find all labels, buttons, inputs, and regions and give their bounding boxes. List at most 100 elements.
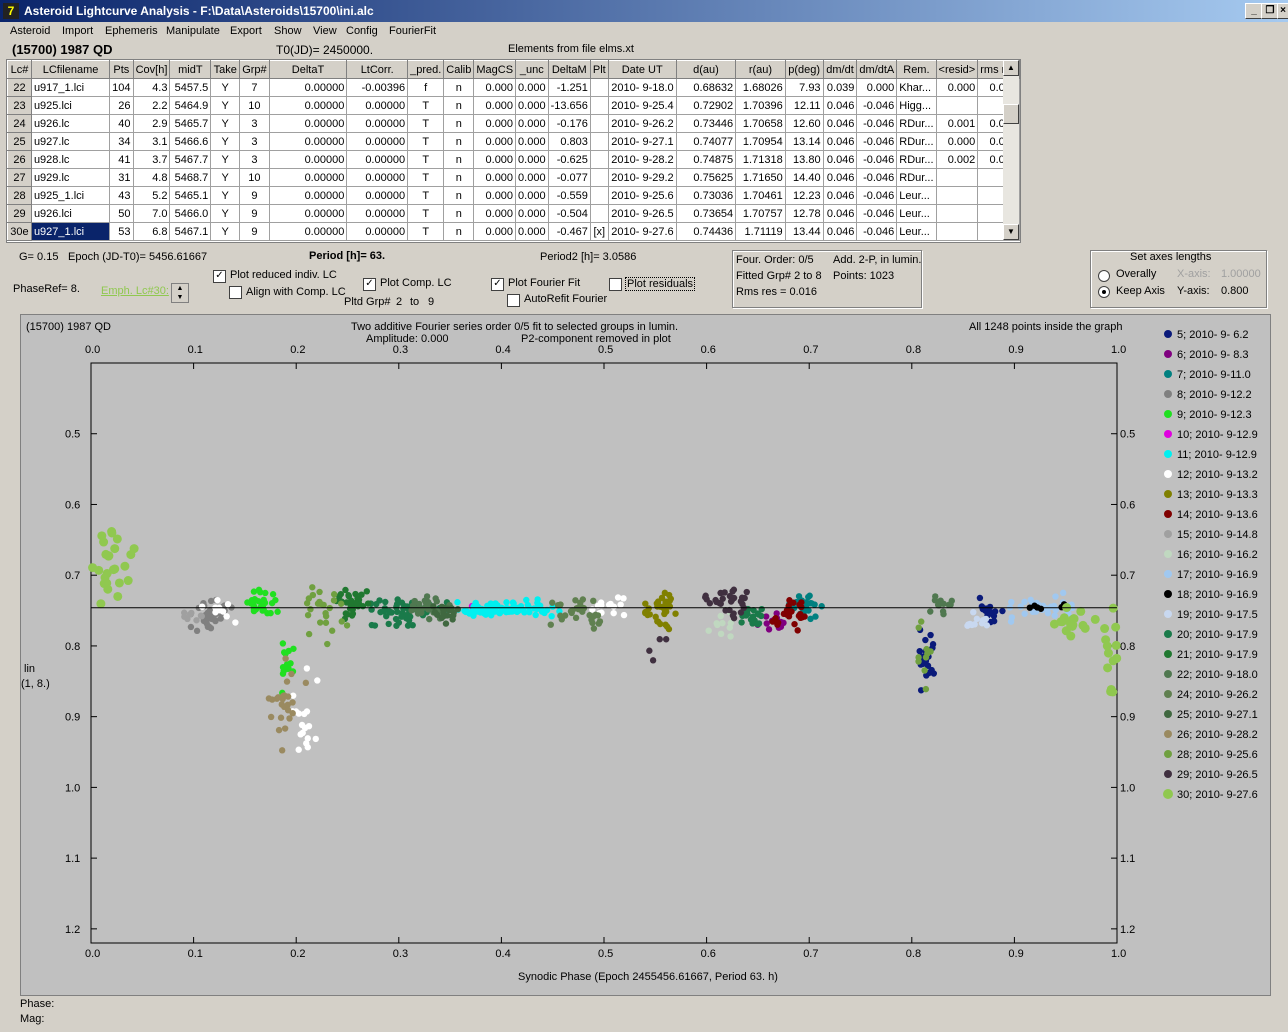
table-cell[interactable] [935,204,979,223]
table-cell[interactable]: 5457.5 [169,78,212,97]
table-cell[interactable]: Y [210,150,241,169]
close-button[interactable]: × [1277,3,1288,19]
table-cell[interactable]: Y [210,96,241,115]
table-cell[interactable]: -0.046 [856,114,898,133]
table-cell[interactable]: u926.lci [30,204,111,223]
row-header[interactable]: 22 [7,78,32,97]
table-cell[interactable]: Leur... [896,186,937,205]
table-cell[interactable]: 0.046 [822,204,858,223]
emph-spinner[interactable]: ▲ ▼ [171,283,189,303]
table-cell[interactable] [935,222,979,241]
table-cell[interactable]: 53 [109,222,134,241]
table-cell[interactable]: -0.176 [547,114,591,133]
table-cell[interactable]: n [443,150,475,169]
table-cell[interactable]: T [407,132,445,151]
table-cell[interactable]: n [443,114,475,133]
column-header[interactable]: Plt [589,60,609,79]
column-header[interactable]: r(au) [735,60,786,79]
table-cell[interactable] [589,114,609,133]
table-cell[interactable]: 0.000 [935,132,979,151]
table-cell[interactable]: 26 [109,96,134,115]
menu-fourierfit[interactable]: FourierFit [389,25,437,37]
table-cell[interactable]: 0.046 [822,168,858,187]
table-cell[interactable]: 0.039 [822,78,858,97]
table-cell[interactable]: 2010- 9-25.6 [607,186,677,205]
table-cell[interactable]: 5467.7 [169,150,212,169]
table-cell[interactable]: n [443,168,475,187]
table-cell[interactable]: Y [210,168,241,187]
scroll-up-icon[interactable]: ▲ [1003,60,1019,76]
table-cell[interactable]: 0.046 [822,150,858,169]
table-cell[interactable]: 7.93 [784,78,824,97]
column-header[interactable]: Pts [109,60,134,79]
table-cell[interactable]: 0.000 [515,132,549,151]
table-cell[interactable]: 1.70396 [735,96,786,115]
table-cell[interactable]: 0.00000 [346,96,409,115]
plot-panel[interactable]: 5; 2010- 9- 6.2 6; 2010- 9- 8.3 7; 2010- 9… [20,314,1271,996]
table-cell[interactable]: -0.077 [547,168,591,187]
table-cell[interactable]: 0.00000 [346,114,409,133]
table-cell[interactable]: 0.046 [822,132,858,151]
table-cell[interactable]: T [407,222,445,241]
table-cell[interactable]: 43 [109,186,134,205]
table-cell[interactable]: RDur... [896,132,937,151]
column-header[interactable]: _pred. [407,60,445,79]
table-cell[interactable]: 0.00000 [268,96,348,115]
table-cell[interactable]: 9 [239,222,270,241]
table-cell[interactable]: 0.73654 [675,204,737,223]
table-cell[interactable]: 13.80 [784,150,824,169]
table-cell[interactable]: 0.000 [515,78,549,97]
table-cell[interactable]: 0.00000 [346,222,409,241]
table-cell[interactable] [935,186,979,205]
column-header[interactable]: <resid> [935,60,979,79]
table-cell[interactable]: 0.000 [473,114,517,133]
table-cell[interactable] [589,132,609,151]
table-cell[interactable]: 5464.9 [169,96,212,115]
table-cell[interactable]: n [443,186,475,205]
align-comp-checkbox[interactable] [229,286,242,299]
table-cell[interactable]: T [407,204,445,223]
table-cell[interactable]: -0.467 [547,222,591,241]
column-header[interactable]: LCfilename [30,60,111,79]
table-cell[interactable]: n [443,132,475,151]
overally-radio[interactable] [1098,270,1110,282]
column-header[interactable]: _unc [515,60,549,79]
table-cell[interactable]: 5466.0 [169,204,212,223]
scroll-down-icon[interactable]: ▼ [1003,224,1019,240]
table-cell[interactable]: 2010- 9-26.5 [607,204,677,223]
menu-ephemeris[interactable]: Ephemeris [105,25,158,37]
table-cell[interactable]: 104 [109,78,134,97]
lightcurve-table[interactable]: Lc# LCfilename Pts Cov[h] midT Take Grp# DeltaT… [6,59,1021,243]
table-cell[interactable] [589,168,609,187]
menu-asteroid[interactable]: Asteroid [10,25,51,37]
table-cell[interactable]: 41 [109,150,134,169]
table-cell[interactable]: u929.lc [30,168,111,187]
table-cell[interactable] [935,96,979,115]
column-header[interactable]: p(deg) [784,60,824,79]
table-cell[interactable]: 14.40 [784,168,824,187]
table-cell[interactable]: 5465.7 [169,114,212,133]
table-cell[interactable]: u926.lc [30,114,111,133]
row-header[interactable]: 29 [7,204,32,223]
keep-axis-radio[interactable] [1098,286,1110,298]
row-header[interactable]: 30e [7,222,32,241]
table-cell[interactable]: 0.000 [515,204,549,223]
plot-comp-checkbox[interactable]: ✓ [363,278,376,291]
table-cell[interactable]: -0.046 [856,132,898,151]
table-cell[interactable]: 1.68026 [735,78,786,97]
table-cell[interactable]: T [407,150,445,169]
row-header[interactable]: 27 [7,168,32,187]
menu-show[interactable]: Show [274,25,302,37]
table-cell[interactable]: 2010- 9-27.6 [607,222,677,241]
table-cell[interactable]: 0.000 [856,78,898,97]
table-cell[interactable]: 10 [239,96,270,115]
table-cell[interactable]: 0.72902 [675,96,737,115]
table-cell[interactable]: 0.000 [473,150,517,169]
table-cell[interactable]: 0.000 [515,222,549,241]
plot-fourier-checkbox[interactable]: ✓ [491,278,504,291]
lightcurve-plot[interactable]: 5; 2010- 9- 6.2 6; 2010- 9- 8.3 7; 2010- 9… [21,315,1270,995]
table-cell[interactable]: 9 [239,186,270,205]
pltd-grp-to[interactable]: 9 [428,296,435,308]
